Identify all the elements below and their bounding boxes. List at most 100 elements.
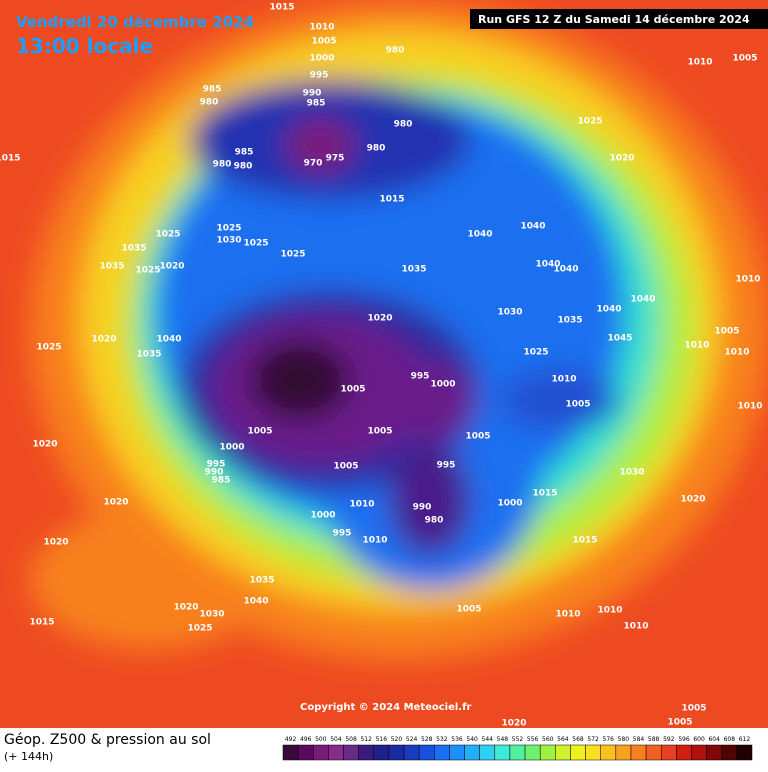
isobar-label: 1015	[532, 489, 557, 499]
legend-swatch	[494, 744, 511, 761]
legend-label: 512	[360, 736, 372, 743]
isobar-label: 1020	[91, 335, 116, 345]
lead-time: (+ 144h)	[4, 750, 53, 763]
legend-swatch	[388, 744, 405, 761]
isobar-label: 1020	[367, 314, 392, 324]
isobar-label: 1040	[596, 305, 621, 315]
isobar-label: 1030	[497, 308, 522, 318]
legend-label: 596	[678, 736, 690, 743]
isobar-label: 1020	[32, 440, 57, 450]
legend-label: 504	[330, 736, 342, 743]
legend-label: 568	[572, 736, 584, 743]
run-box	[470, 9, 768, 29]
isobar-label: 1035	[121, 244, 146, 254]
legend-swatch	[509, 744, 526, 761]
isobar-label: 995	[437, 461, 456, 471]
isobar-label: 1040	[630, 295, 655, 305]
isobar-label: 1000	[309, 54, 334, 64]
isobar-label: 1040	[467, 230, 492, 240]
legend-label: 532	[436, 736, 448, 743]
isobar-label: 1025	[135, 266, 160, 276]
legend-label: 496	[300, 736, 312, 743]
legend-swatch	[585, 744, 601, 761]
legend-swatch	[676, 744, 692, 761]
isobar-label: 1025	[155, 230, 180, 240]
isobar-label: 1020	[609, 154, 634, 164]
isobar-label: 1010	[735, 275, 760, 285]
isobar-label: 1000	[497, 499, 522, 509]
isobar-label: 1025	[187, 624, 212, 634]
legend-label: 604	[708, 736, 720, 743]
isobar-label: 1040	[156, 335, 181, 345]
isobar-label: 1030	[619, 468, 644, 478]
isobar-label: 1010	[362, 536, 387, 546]
isobar-label: 1000	[219, 443, 244, 453]
legend-label: 520	[391, 736, 403, 743]
legend-swatch	[479, 744, 496, 761]
isobar-label: 1005	[681, 704, 706, 714]
legend-swatch	[282, 744, 299, 761]
legend-label: 524	[406, 736, 418, 743]
legend-label: 564	[557, 736, 569, 743]
isobar-label: 980	[213, 160, 232, 170]
isobar-label: 1015	[0, 154, 21, 164]
forecast-date: Vendredi 20 décembre 2024	[16, 13, 254, 31]
legend-label: 584	[633, 736, 645, 743]
isobar-label: 1025	[577, 117, 602, 127]
legend-swatch	[660, 744, 677, 761]
legend-swatch	[464, 744, 480, 761]
legend-label: 608	[724, 736, 736, 743]
isobar-label: 995	[333, 529, 352, 539]
isobar-label: 985	[235, 148, 254, 158]
isobar-label: 1020	[173, 603, 198, 613]
legend-label: 572	[587, 736, 599, 743]
isobar-label: 975	[326, 154, 345, 164]
isobar-label: 1035	[557, 316, 582, 326]
legend-swatch	[418, 744, 435, 761]
isobar-label: 1010	[597, 606, 622, 616]
isobar-label: 995	[310, 71, 329, 81]
isobar-label: 1010	[623, 622, 648, 632]
legend-swatch	[449, 744, 465, 761]
isobar-label: 980	[394, 120, 413, 130]
legend: 492 496 500 504 508 512 516 520 524 528 532 536 540 5…	[282, 736, 753, 761]
legend-label: 540	[466, 736, 478, 743]
isobar-label: 1015	[572, 536, 597, 546]
legend-swatch	[539, 744, 556, 761]
legend-swatch	[570, 744, 586, 761]
isobar-label: 1005	[311, 37, 336, 47]
isobar-label: 980	[425, 516, 444, 526]
isobar-label: 1030	[199, 610, 224, 620]
legend-label: 580	[618, 736, 630, 743]
isobar-label: 985	[212, 476, 231, 486]
legend-swatch	[313, 744, 329, 761]
isobar-label: 980	[200, 98, 219, 108]
legend-label: 492	[285, 736, 297, 743]
isobar-label: 1005	[247, 427, 272, 437]
legend-swatch	[343, 744, 359, 761]
isobar-label: 1005	[333, 462, 358, 472]
isobar-label: 990	[205, 468, 224, 478]
legend-label: 600	[693, 736, 705, 743]
legend-swatch	[403, 744, 420, 761]
isobar-label: 1035	[136, 350, 161, 360]
legend-label: 528	[421, 736, 433, 743]
legend-swatch	[297, 744, 314, 761]
legend-swatch	[328, 744, 344, 761]
isobar-label: 980	[367, 144, 386, 154]
legend-swatch	[555, 744, 571, 761]
isobar-label: 1010	[349, 500, 374, 510]
isobar-label: 1015	[379, 195, 404, 205]
isobar-label: 1010	[687, 58, 712, 68]
isobar-label: 1010	[737, 402, 762, 412]
legend-swatch	[600, 744, 617, 761]
isobar-label: 1025	[216, 224, 241, 234]
isobar-label: 1040	[553, 265, 578, 275]
isobar-label: 1025	[280, 250, 305, 260]
isobar-label: 1005	[456, 605, 481, 615]
isobar-label: 1035	[401, 265, 426, 275]
isobar-label: 1000	[310, 511, 335, 521]
legend-swatch	[434, 744, 450, 761]
isobar-label: 1005	[714, 327, 739, 337]
